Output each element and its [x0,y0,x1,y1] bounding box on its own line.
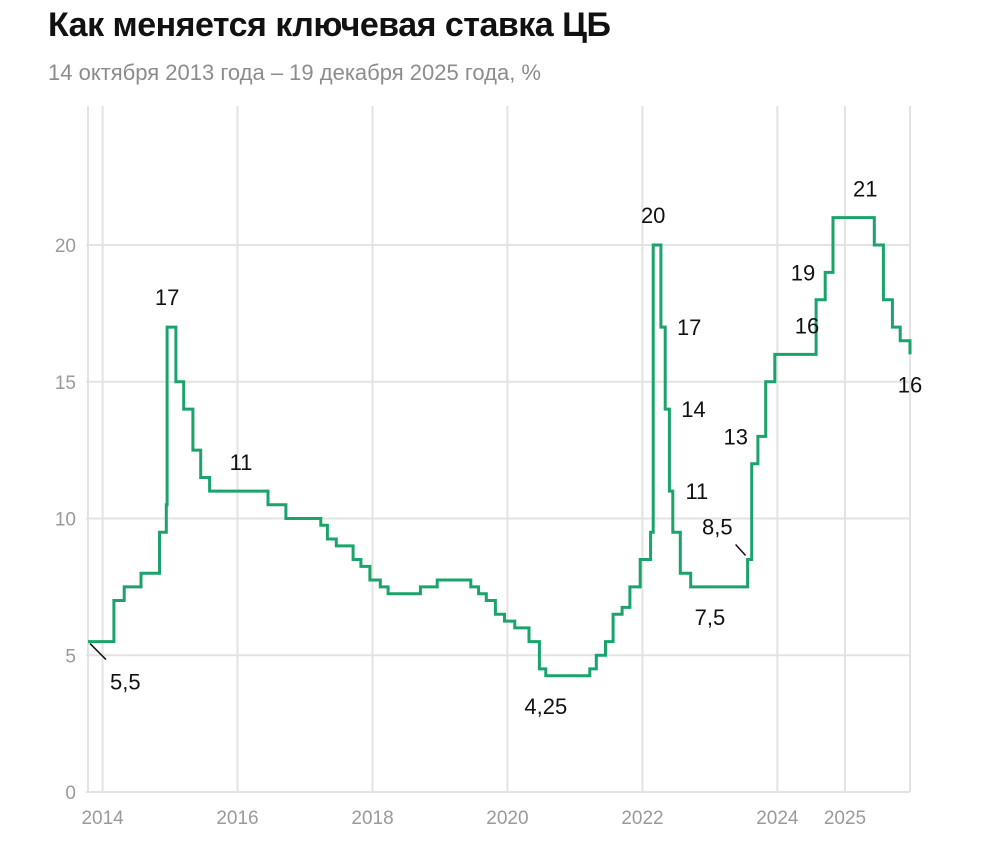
x-tick-label: 2024 [756,808,799,829]
data-label: 8,5 [702,515,733,540]
chart-title: Как меняется ключевая ставка ЦБ [48,6,611,44]
data-label: 16 [795,313,819,338]
data-label: 17 [155,285,179,310]
chart-subtitle: 14 октября 2013 года – 19 декабря 2025 г… [48,60,541,85]
x-tick-label: 2022 [621,808,663,829]
data-label: 19 [791,260,815,285]
data-label: 20 [641,203,665,228]
x-tick-label: 2014 [81,808,124,829]
data-label: 21 [853,177,877,202]
x-tick-label: 2020 [486,808,528,829]
y-tick-label: 15 [55,373,76,394]
y-tick-label: 20 [55,236,76,257]
y-tick-label: 0 [65,783,76,804]
data-label: 13 [723,424,747,449]
data-label: 14 [681,397,705,422]
x-tick-label: 2016 [216,808,258,829]
data-label: 16 [898,372,922,397]
x-tick-label: 2018 [351,808,393,829]
data-label: 11 [230,450,253,475]
annotation-leader [89,643,107,661]
data-label: 17 [677,315,701,340]
data-label: 7,5 [695,605,726,630]
annotation-leader [735,544,747,557]
data-label: 5,5 [110,670,141,695]
y-tick-label: 10 [55,510,76,531]
data-label: 4,25 [524,694,567,719]
data-label: 11 [685,479,708,504]
rate-series-line [88,216,912,678]
x-tick-label: 2025 [824,808,866,829]
y-tick-label: 5 [65,646,76,667]
